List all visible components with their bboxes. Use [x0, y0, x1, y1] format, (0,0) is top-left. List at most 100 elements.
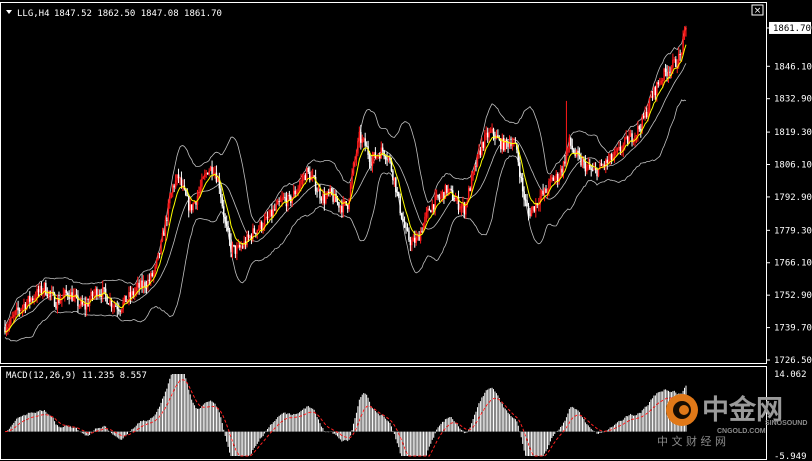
candle-body [567, 147, 569, 153]
candle [526, 193, 528, 207]
candle-body [37, 289, 40, 293]
candle-body [320, 198, 323, 201]
candle [440, 190, 442, 202]
candle-body [335, 193, 337, 202]
candle-body [494, 134, 496, 139]
candle-body [136, 282, 139, 288]
candle-body [624, 138, 626, 145]
candle-body [672, 59, 674, 68]
candle-body [520, 176, 522, 178]
candle-body [504, 139, 506, 151]
candle-body [298, 184, 301, 189]
candle-body [164, 219, 167, 236]
candle-body [380, 147, 382, 159]
candle-body [403, 221, 406, 228]
candle [409, 236, 412, 252]
candle [211, 160, 213, 181]
candle [470, 170, 473, 196]
candle-body [596, 168, 598, 177]
candle [116, 300, 119, 317]
candle-body [577, 150, 579, 154]
candle-body [18, 309, 21, 311]
candle [449, 188, 451, 196]
candle [205, 169, 207, 178]
candle-body [418, 235, 420, 241]
candle [532, 205, 534, 214]
candle-body [294, 190, 296, 195]
candle [268, 209, 270, 221]
moving-average-line [4, 44, 687, 333]
candle-body [33, 298, 35, 301]
candle-body [432, 204, 435, 210]
candle [202, 175, 205, 180]
symbol-dropdown-icon[interactable] [6, 10, 12, 14]
candle-body [501, 137, 504, 150]
candle [551, 174, 553, 183]
candle-body [106, 294, 108, 304]
candle [304, 173, 307, 181]
candle [17, 300, 19, 317]
candle-body [552, 177, 555, 181]
candle-body [529, 213, 531, 217]
candle-body [469, 188, 471, 191]
candle [650, 91, 652, 99]
candle [176, 174, 178, 186]
candle [220, 182, 222, 204]
candle [354, 156, 356, 168]
candle [406, 223, 409, 232]
candle [654, 85, 657, 100]
price-tick-label: 1779.30 [774, 226, 812, 236]
close-window-button[interactable] [751, 4, 764, 16]
candle-body [635, 134, 638, 136]
candle [10, 316, 12, 327]
candle-body [214, 172, 216, 174]
candle-body [260, 221, 263, 230]
candle [556, 172, 559, 188]
candle [269, 209, 272, 218]
candle [403, 216, 406, 229]
candle [142, 275, 145, 294]
candle [56, 294, 59, 314]
candle [476, 154, 479, 168]
price-pane[interactable] [4, 25, 687, 342]
candle-body [72, 295, 75, 301]
candle [610, 152, 613, 165]
price-tick-label: 1846.10 [774, 62, 812, 72]
candle [214, 166, 216, 179]
candle [69, 288, 72, 300]
candle-body [548, 181, 550, 192]
candle-body [657, 82, 660, 85]
candle [467, 185, 470, 202]
candle [169, 193, 171, 209]
candle-body [107, 303, 110, 305]
candle [183, 179, 186, 191]
candle [190, 204, 193, 214]
candle-body [462, 203, 464, 207]
candle [615, 146, 617, 156]
candle-body [47, 291, 50, 297]
candle [504, 138, 506, 152]
candle-body [653, 87, 655, 98]
candle-body [329, 188, 331, 194]
candle [603, 161, 606, 171]
candle-body [317, 189, 320, 192]
candle [357, 137, 359, 157]
candle-body [182, 185, 184, 187]
candle-body [295, 191, 298, 195]
candle-body [642, 115, 645, 118]
candle-body [612, 156, 614, 161]
candle [224, 213, 226, 228]
candle-body [590, 168, 592, 170]
candle-body [55, 306, 57, 309]
candle-body [508, 142, 511, 147]
cngold-watermark: 中金网 中 文 财 经 网 CNGOLD.COM SINOSOUND [657, 394, 807, 448]
candle-body [157, 252, 159, 260]
candle [411, 236, 413, 252]
candle [682, 30, 684, 55]
candle [262, 222, 264, 234]
macd-pane[interactable] [4, 374, 687, 457]
candle-body [112, 306, 114, 308]
candle [370, 154, 372, 171]
candle-body [467, 188, 470, 202]
